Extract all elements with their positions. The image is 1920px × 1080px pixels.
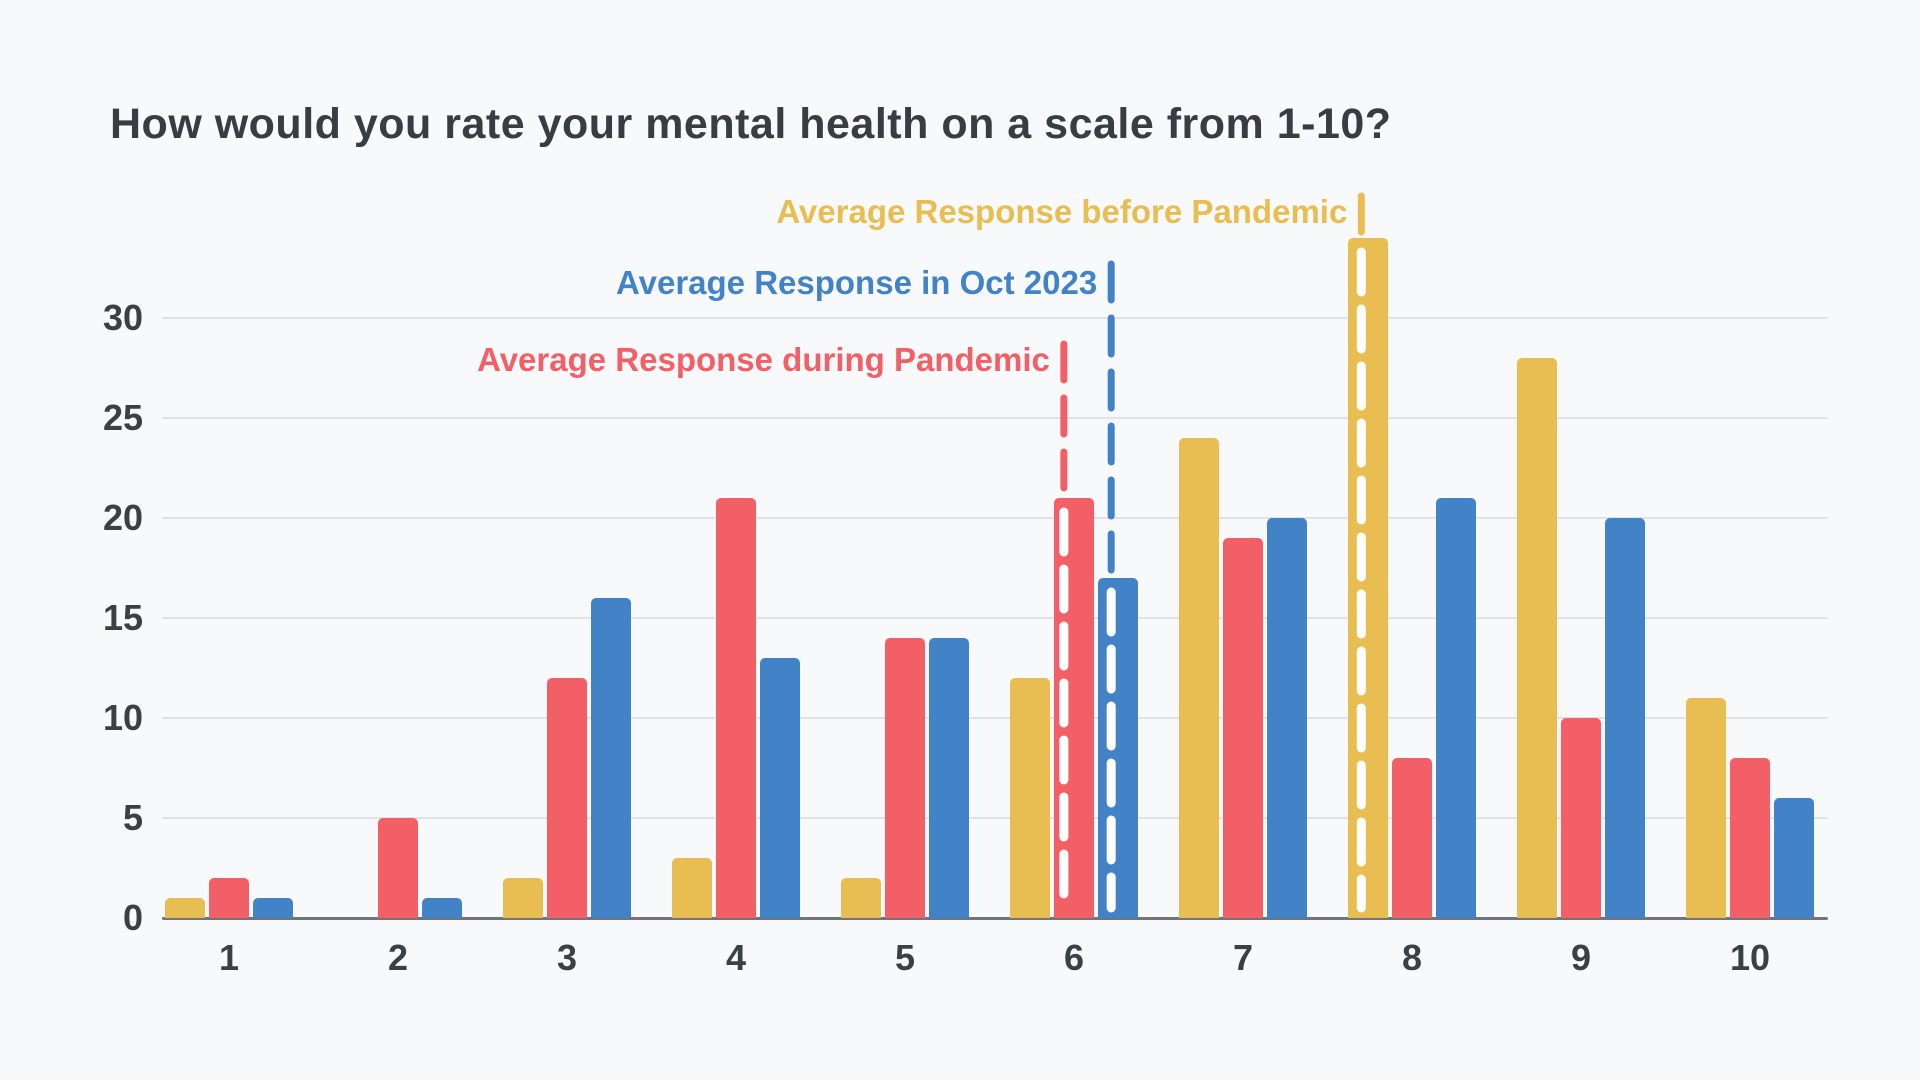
y-tick-30: 30 <box>102 297 143 338</box>
y-tick-15: 15 <box>102 597 143 638</box>
bar-s2-rating-9 <box>1605 518 1645 918</box>
bar-s2-rating-2 <box>422 898 462 918</box>
bar-s1-rating-1 <box>209 878 249 918</box>
bar-s2-rating-1 <box>253 898 293 918</box>
x-tick-8: 8 <box>1401 937 1423 978</box>
x-tick-5: 5 <box>894 937 916 978</box>
x-tick-2: 2 <box>387 937 409 978</box>
gridline-10 <box>162 717 1828 719</box>
bar-s0-rating-7 <box>1179 438 1219 918</box>
bar-s2-rating-5 <box>929 638 969 918</box>
gridline-15 <box>162 617 1828 619</box>
bar-s1-rating-8 <box>1392 758 1432 918</box>
bar-s2-rating-3 <box>591 598 631 918</box>
bar-s2-rating-4 <box>760 658 800 918</box>
bar-s1-rating-7 <box>1223 538 1263 918</box>
bar-s1-rating-4 <box>716 498 756 918</box>
bar-s0-rating-5 <box>841 878 881 918</box>
y-tick-10: 10 <box>102 697 143 738</box>
chart-title: How would you rate your mental health on… <box>110 100 1392 148</box>
bar-s2-rating-6 <box>1098 578 1138 918</box>
y-tick-25: 25 <box>102 397 143 438</box>
gridline-30 <box>162 317 1828 319</box>
bar-s0-rating-6 <box>1010 678 1050 918</box>
y-tick-5: 5 <box>122 797 143 838</box>
bar-s1-rating-10 <box>1730 758 1770 918</box>
x-tick-10: 10 <box>1729 937 1771 978</box>
bar-s1-rating-3 <box>547 678 587 918</box>
x-tick-7: 7 <box>1232 937 1254 978</box>
bar-s0-rating-3 <box>503 878 543 918</box>
x-tick-4: 4 <box>725 937 747 978</box>
bar-s0-rating-9 <box>1517 358 1557 918</box>
bar-s0-rating-10 <box>1686 698 1726 918</box>
gridline-25 <box>162 417 1828 419</box>
x-tick-6: 6 <box>1063 937 1085 978</box>
legend-label-oct-2023: Average Response in Oct 2023 <box>616 264 1098 301</box>
x-tick-1: 1 <box>218 937 240 978</box>
bar-s0-rating-4 <box>672 858 712 918</box>
bar-s1-rating-5 <box>885 638 925 918</box>
y-tick-20: 20 <box>102 497 143 538</box>
bar-s0-rating-1 <box>165 898 205 918</box>
bar-s1-rating-9 <box>1561 718 1601 918</box>
bar-s2-rating-7 <box>1267 518 1307 918</box>
x-tick-3: 3 <box>556 937 578 978</box>
x-axis-line <box>162 917 1828 920</box>
gridline-5 <box>162 817 1828 819</box>
bar-s2-rating-8 <box>1436 498 1476 918</box>
bar-s0-rating-8 <box>1348 238 1388 918</box>
legend-label-during-pandemic: Average Response during Pandemic <box>477 341 1050 378</box>
bar-s1-rating-2 <box>378 818 418 918</box>
bar-s1-rating-6 <box>1054 498 1094 918</box>
bar-s2-rating-10 <box>1774 798 1814 918</box>
y-tick-0: 0 <box>122 897 143 938</box>
gridline-20 <box>162 517 1828 519</box>
legend-label-before-pandemic: Average Response before Pandemic <box>776 193 1348 230</box>
x-tick-9: 9 <box>1570 937 1592 978</box>
